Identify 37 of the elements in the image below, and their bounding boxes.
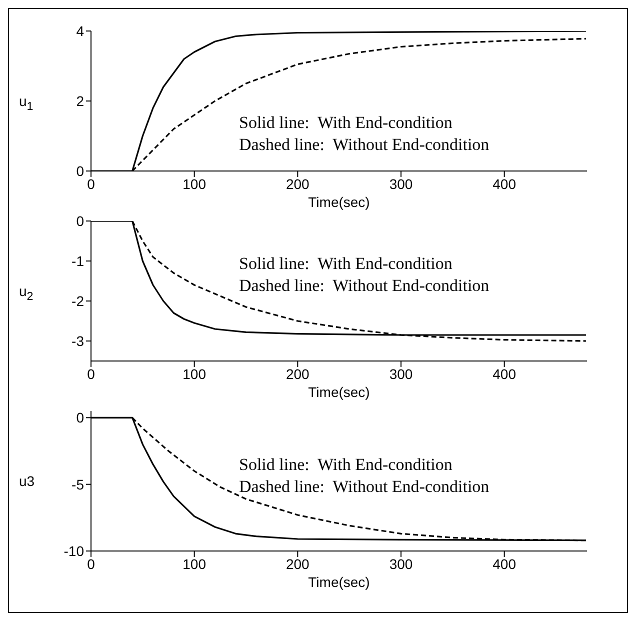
y-tick-label: 4 bbox=[76, 22, 84, 39]
y-axis-title: u$_{1}$ bbox=[19, 93, 34, 113]
y-axis-title: u$_{2}$ bbox=[19, 283, 34, 303]
y-tick-label: -3 bbox=[72, 332, 84, 349]
y-tick-label: -1 bbox=[72, 252, 84, 269]
annotation: Solid line: With End-condition bbox=[239, 112, 454, 134]
y-tick-label: 0 bbox=[76, 410, 84, 426]
x-tick-label: 300 bbox=[389, 176, 413, 192]
annotation: Solid line: With End-condition bbox=[239, 454, 454, 476]
x-tick-label: 200 bbox=[286, 366, 310, 382]
x-tick-label: 0 bbox=[87, 556, 96, 572]
x-tick-label: 100 bbox=[182, 176, 206, 192]
annotation: Dashed line: Without End-condition bbox=[239, 274, 490, 297]
annotation: Solid line: With End-condition bbox=[239, 252, 454, 275]
x-axis-title: Time(sec) bbox=[308, 194, 370, 210]
x-axis-title: Time(sec) bbox=[308, 574, 370, 590]
x-tick-label: 300 bbox=[389, 556, 413, 572]
annotation: Dashed line: Without End-condition bbox=[239, 134, 490, 156]
x-tick-label: 400 bbox=[492, 366, 516, 382]
y-axis-title: u3 bbox=[19, 473, 35, 489]
x-tick-label: 400 bbox=[492, 556, 516, 572]
x-tick-label: 0 bbox=[87, 176, 96, 192]
x-tick-label: 300 bbox=[389, 366, 413, 382]
x-tick-label: 0 bbox=[87, 366, 96, 382]
y-tick-label: 2 bbox=[76, 92, 84, 109]
y-tick-label: -10 bbox=[64, 542, 84, 559]
y-tick-label: -5 bbox=[72, 476, 84, 492]
x-tick-label: 200 bbox=[286, 176, 310, 192]
y-tick-label: -2 bbox=[72, 292, 84, 309]
y-tick-label: 0 bbox=[76, 212, 84, 229]
x-tick-label: 400 bbox=[492, 176, 516, 192]
annotation: Dashed line: Without End-condition bbox=[239, 476, 490, 498]
x-tick-label: 200 bbox=[286, 556, 310, 572]
x-tick-label: 100 bbox=[182, 366, 206, 382]
x-tick-label: 100 bbox=[182, 556, 206, 572]
x-axis-title: Time(sec) bbox=[308, 384, 370, 400]
y-tick-label: 0 bbox=[76, 162, 84, 179]
